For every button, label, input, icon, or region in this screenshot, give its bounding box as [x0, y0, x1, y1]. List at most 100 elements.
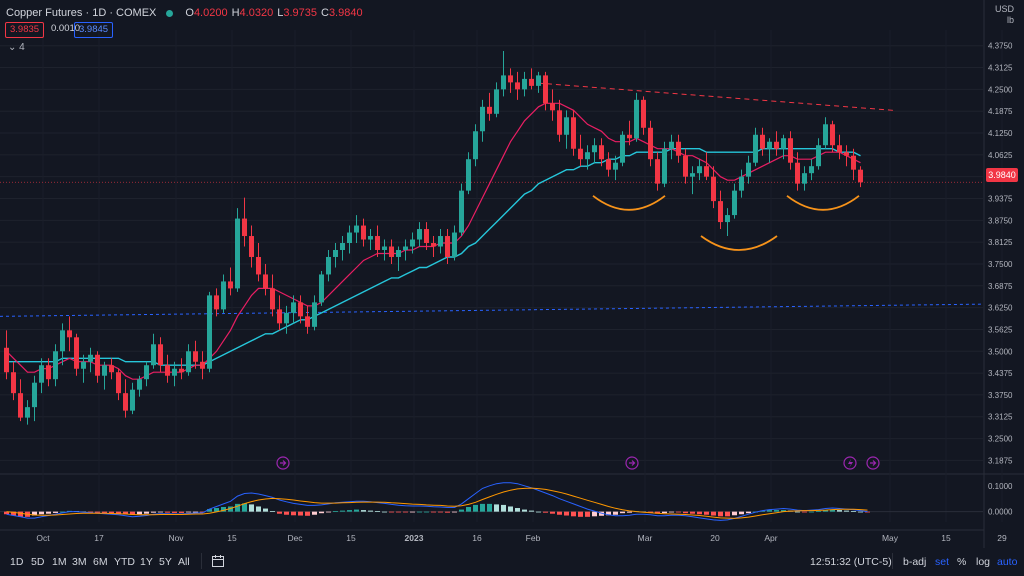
candle-body — [95, 354, 100, 376]
macd-histogram-bar — [578, 511, 583, 517]
bid-price-box[interactable]: 3.9835 — [5, 22, 45, 38]
macd-histogram-bar — [228, 506, 233, 512]
macd-histogram-bar — [18, 511, 23, 517]
macd-histogram-bar — [690, 511, 695, 514]
macd-histogram-bar — [32, 511, 37, 516]
candle-body — [284, 312, 289, 324]
date-range-calendar-icon[interactable] — [211, 554, 225, 568]
timeframe-ytd[interactable]: YTD — [114, 556, 135, 568]
bottom-toolbar: 1D 5D 1M 3M 6M YTD 1Y 5Y All 12:51:32 (U… — [0, 548, 1024, 576]
legend-header: Copper Futures · 1D · COMEX O 4.0200 H 4.0… — [6, 5, 363, 21]
x-tick-label: 17 — [94, 533, 104, 543]
currency-unit[interactable]: USD — [994, 4, 1014, 14]
candle-body — [88, 354, 93, 362]
percent-scale-toggle[interactable]: % — [957, 556, 967, 568]
macd-histogram-bar — [711, 511, 716, 516]
x-tick-label: Feb — [526, 533, 541, 543]
y-tick-label: 4.1875 — [988, 107, 1013, 116]
timeframe-5d[interactable]: 5D — [31, 556, 45, 568]
high-value: 4.0320 — [239, 7, 274, 19]
price-unit[interactable]: lb — [1006, 15, 1014, 25]
timeframe-1d[interactable]: 1D — [10, 556, 24, 568]
log-scale-toggle[interactable]: log — [976, 556, 991, 568]
candle-body — [431, 243, 436, 247]
macd-pane — [0, 482, 983, 521]
candle-body — [340, 243, 345, 250]
timeframe-all[interactable]: All — [178, 556, 190, 568]
candle-body — [809, 166, 814, 174]
macd-histogram-bar — [284, 511, 289, 515]
timeframe-6m[interactable]: 6M — [93, 556, 108, 568]
macd-histogram-bar — [466, 506, 471, 512]
candle-body — [382, 246, 387, 250]
ask-price-box[interactable]: 3.9845 — [74, 22, 114, 38]
open-label: O — [185, 7, 194, 19]
symbol-title[interactable]: Copper Futures · 1D · COMEX — [6, 7, 157, 19]
x-tick-label: 15 — [941, 533, 951, 543]
macd-signal-line — [6, 487, 868, 519]
macd-histogram-bar — [508, 506, 513, 512]
candle-body — [823, 124, 828, 146]
pattern-left-shoulder — [592, 195, 666, 211]
macd-histogram-bar — [151, 511, 156, 513]
back-adjust-toggle[interactable]: b-adj — [903, 556, 927, 568]
x-tick-label: Mar — [638, 533, 653, 543]
timeframe-5y[interactable]: 5Y — [159, 556, 172, 568]
settlement-toggle[interactable]: set — [935, 556, 950, 568]
candle-body — [410, 239, 415, 247]
macd-histogram-bar — [795, 511, 800, 513]
event-markers[interactable] — [276, 456, 880, 470]
candle-body — [277, 309, 282, 324]
candle-body — [186, 351, 191, 373]
candle-body — [718, 201, 723, 223]
spread-value: 0.0010 — [51, 23, 81, 34]
macd-histogram-bar — [473, 504, 478, 512]
candle-body — [711, 176, 716, 202]
indicators-collapse-toggle[interactable]: ⌄ 4 — [8, 42, 25, 53]
x-tick-label: Nov — [168, 533, 184, 543]
toolbar-divider — [892, 553, 893, 569]
candle-body — [662, 148, 667, 184]
x-tick-label: 20 — [710, 533, 720, 543]
candle-body — [32, 382, 37, 408]
candle-body — [424, 229, 429, 244]
timeframe-1y[interactable]: 1Y — [140, 556, 153, 568]
macd-histogram-bar — [543, 511, 548, 513]
candle-body — [620, 134, 625, 163]
candle-body — [25, 407, 30, 418]
timeframe-3m[interactable]: 3M — [72, 556, 87, 568]
candle-body — [459, 190, 464, 233]
candle-body — [578, 148, 583, 160]
event-marker-icon[interactable] — [276, 456, 290, 470]
macd-histogram-bar — [697, 511, 702, 515]
grid-lines — [0, 0, 1024, 548]
auto-scale-toggle[interactable]: auto — [997, 556, 1018, 568]
y-tick-label: 3.3750 — [988, 391, 1013, 400]
macd-histogram-bar — [214, 508, 219, 512]
candle-body — [760, 134, 765, 149]
event-marker-icon[interactable] — [625, 456, 639, 470]
timeframe-1m[interactable]: 1M — [52, 556, 67, 568]
macd-histogram-bar — [746, 511, 751, 514]
macd-histogram-bar — [417, 511, 422, 513]
macd-histogram-bar — [123, 511, 128, 515]
candle-body — [53, 351, 58, 380]
clock-timezone[interactable]: 12:51:32 (UTC-5) — [810, 556, 892, 568]
macd-histogram-bar — [494, 504, 499, 512]
chart-canvas[interactable]: 4.37504.31254.25004.18754.12504.06254.00… — [0, 0, 1024, 548]
lightning-event-icon[interactable] — [843, 456, 857, 470]
y-tick-label: 3.4375 — [988, 369, 1013, 378]
candle-body — [200, 361, 205, 369]
open-value: 4.0200 — [193, 7, 228, 19]
macd-histogram-bar — [858, 511, 863, 513]
macd-histogram-bar — [179, 511, 184, 513]
candle-body — [480, 106, 485, 132]
y-tick-label: 4.0625 — [988, 151, 1013, 160]
macd-histogram-bar — [368, 510, 373, 512]
macd-histogram-bar — [158, 511, 163, 513]
event-marker-icon[interactable] — [866, 456, 880, 470]
price-pane — [0, 50, 984, 425]
macd-histogram-bar — [403, 511, 408, 513]
macd-histogram-bar — [606, 511, 611, 516]
candle-body — [389, 246, 394, 257]
